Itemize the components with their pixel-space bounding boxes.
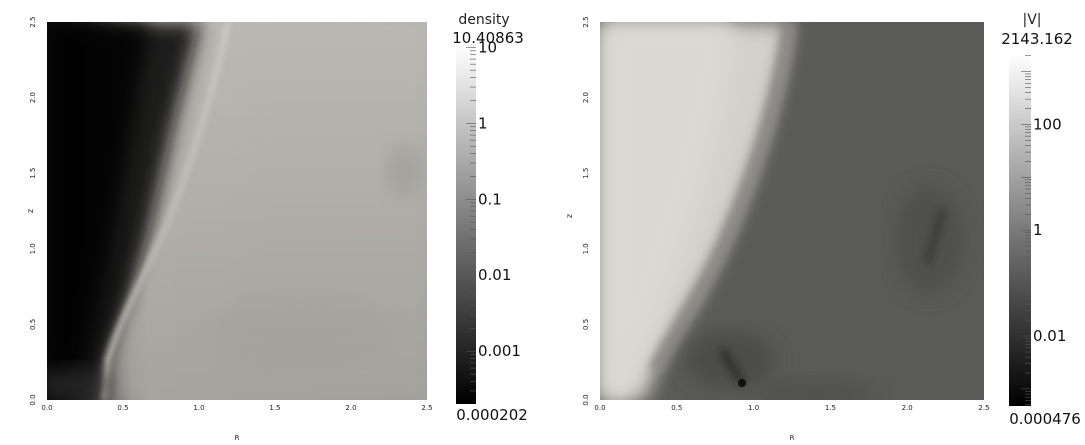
x-tick-label: 2.5 xyxy=(978,404,989,412)
y-tick-label: 1.0 xyxy=(582,243,590,254)
colorbar-gradient xyxy=(1009,54,1031,406)
colorbar-tick-label: 0.1 xyxy=(478,190,502,208)
x-tick-label: 0.0 xyxy=(41,404,52,412)
y-tick-label: 0.5 xyxy=(582,319,590,330)
colorbar-min-label: 0.000202 xyxy=(456,406,528,424)
plot-area xyxy=(47,22,427,400)
colorbar: density 10.40863 0.000202 10 1 0.1 0.01 0.00… xyxy=(452,12,528,424)
colorbar-gradient xyxy=(456,46,476,404)
colorbar-ticks: 100 1 0.01 xyxy=(1021,55,1066,406)
velocity-plot-panel: 0.0 0.5 1.0 1.5 2.0 2.5 0.0 0.5 1.0 1.5 2.0 2.5 R z… xyxy=(545,0,1085,442)
colorbar-tick-label: 1 xyxy=(1033,221,1043,239)
colorbar-tick-label: 1 xyxy=(478,114,488,132)
x-tick-label: 1.0 xyxy=(748,404,759,412)
y-tick-label: 0.0 xyxy=(582,394,590,405)
density-heatmap: 0.0 0.5 1.0 1.5 2.0 2.5 0.0 0.5 1.0 1.5 2.0 2.5 R z… xyxy=(26,12,528,442)
colorbar: |V| 2143.162 0.000476 100 1 0.01 xyxy=(1001,12,1081,428)
y-axis-label: z xyxy=(26,209,35,213)
stagnation-point xyxy=(738,379,746,387)
y-tick-label: 1.5 xyxy=(582,168,590,179)
y-tick-label: 2.0 xyxy=(29,92,37,103)
x-tick-label: 0.0 xyxy=(594,404,605,412)
x-tick-label: 2.0 xyxy=(345,404,356,412)
x-axis-label: R xyxy=(235,434,240,441)
colorbar-tick-label: 0.01 xyxy=(1033,327,1066,345)
y-tick-label: 2.5 xyxy=(29,16,37,27)
density-plot-panel: 0.0 0.5 1.0 1.5 2.0 2.5 0.0 0.5 1.0 1.5 2.0 2.5 R z… xyxy=(0,0,545,442)
y-tick-label: 2.5 xyxy=(582,16,590,27)
x-axis-label: R xyxy=(790,434,795,441)
colorbar-tick-label: 100 xyxy=(1033,115,1062,133)
axes: 0.0 0.5 1.0 1.5 2.0 2.5 0.0 0.5 1.0 1.5 2.0 2.5 xyxy=(29,16,433,412)
colorbar-min-label: 0.000476 xyxy=(1009,410,1081,428)
colorbar-ticks: 10 1 0.1 0.01 0.001 xyxy=(466,38,521,392)
x-tick-label: 0.5 xyxy=(671,404,682,412)
x-tick-label: 0.5 xyxy=(117,404,128,412)
y-tick-label: 0.5 xyxy=(29,319,37,330)
y-tick-label: 1.0 xyxy=(29,243,37,254)
y-tick-label: 2.0 xyxy=(582,92,590,103)
axes: 0.0 0.5 1.0 1.5 2.0 2.5 0.0 0.5 1.0 1.5 2.0 2.5 xyxy=(582,16,990,412)
colorbar-label: |V| xyxy=(1022,12,1041,28)
x-tick-label: 1.0 xyxy=(193,404,204,412)
y-tick-label: 0.0 xyxy=(29,394,37,405)
colorbar-tick-label: 10 xyxy=(478,38,497,56)
x-tick-label: 2.5 xyxy=(421,404,432,412)
y-tick-label: 1.5 xyxy=(29,168,37,179)
colorbar-max-label: 10.40863 xyxy=(452,29,524,47)
x-tick-label: 1.5 xyxy=(825,404,836,412)
colorbar-label: density xyxy=(458,12,509,28)
colorbar-max-label: 2143.162 xyxy=(1001,30,1073,48)
colorbar-tick-label: 0.01 xyxy=(478,266,511,284)
y-axis-label: z xyxy=(565,214,574,218)
velocity-heatmap: 0.0 0.5 1.0 1.5 2.0 2.5 0.0 0.5 1.0 1.5 2.0 2.5 R z… xyxy=(565,12,1081,442)
x-tick-label: 2.0 xyxy=(902,404,913,412)
x-tick-label: 1.5 xyxy=(269,404,280,412)
colorbar-tick-label: 0.001 xyxy=(478,342,521,360)
plot-area xyxy=(600,22,984,400)
